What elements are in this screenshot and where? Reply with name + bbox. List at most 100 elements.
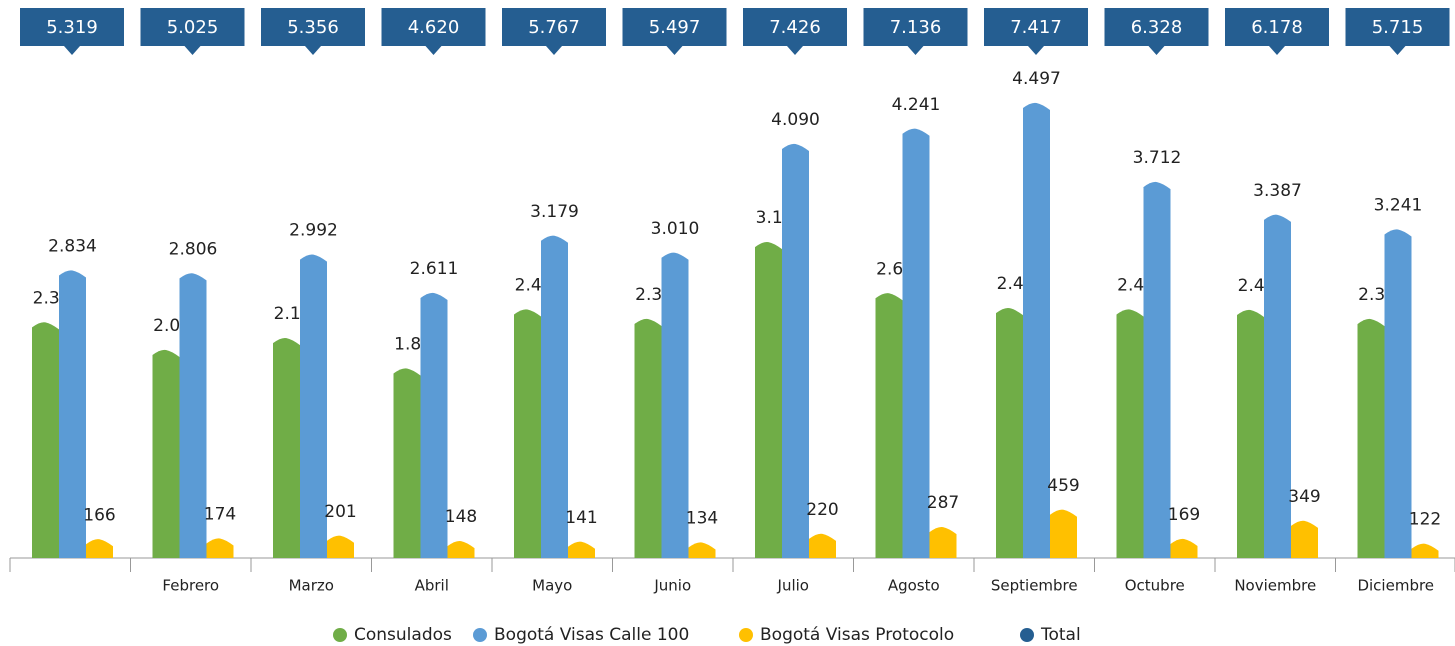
x-tick-label: Diciembre xyxy=(1357,577,1434,595)
data-label: 148 xyxy=(445,507,477,527)
bar xyxy=(661,252,689,558)
bar xyxy=(59,270,86,558)
total-callout xyxy=(140,8,245,55)
total-callout xyxy=(20,8,124,55)
data-label: 174 xyxy=(204,504,236,524)
bar xyxy=(1411,543,1439,558)
total-label: 5.025 xyxy=(167,17,219,38)
data-label: 201 xyxy=(324,502,356,522)
total-callout xyxy=(1345,8,1450,55)
legend-marker xyxy=(333,628,347,642)
x-tick-label: Noviembre xyxy=(1234,577,1316,595)
bar xyxy=(568,541,595,558)
bar xyxy=(420,292,448,558)
total-label: 5.767 xyxy=(528,17,580,38)
x-tick-label: Abril xyxy=(415,577,449,595)
total-callout xyxy=(984,8,1088,55)
bar xyxy=(152,349,180,558)
bar xyxy=(782,143,809,558)
bar xyxy=(929,526,957,558)
total-label: 5.319 xyxy=(46,17,98,38)
x-tick-label: Febrero xyxy=(162,577,219,595)
bar xyxy=(514,309,541,558)
bar xyxy=(1264,214,1291,558)
bar xyxy=(1357,318,1385,558)
total-callout xyxy=(743,8,847,55)
data-label: 459 xyxy=(1047,476,1079,496)
data-label: 4.241 xyxy=(892,95,941,115)
bar xyxy=(1050,509,1077,558)
bar xyxy=(1237,309,1264,558)
data-label: 166 xyxy=(83,505,115,525)
total-label: 7.136 xyxy=(890,17,942,38)
data-label: 3.241 xyxy=(1374,196,1423,216)
bar xyxy=(327,535,354,558)
bar xyxy=(809,533,836,558)
bar xyxy=(996,307,1023,558)
legend-marker xyxy=(739,628,753,642)
bar xyxy=(447,540,475,558)
x-tick-label: Septiembre xyxy=(991,577,1078,595)
total-label: 6.328 xyxy=(1131,17,1183,38)
data-label: 169 xyxy=(1168,505,1200,525)
total-label: 5.497 xyxy=(649,17,701,38)
bar xyxy=(688,542,716,558)
legend-label: Total xyxy=(1040,625,1081,645)
bar xyxy=(541,235,568,558)
total-callout xyxy=(502,8,606,55)
data-label: 349 xyxy=(1288,487,1320,507)
bar xyxy=(1384,229,1412,558)
total-label: 6.178 xyxy=(1251,17,1303,38)
bar xyxy=(86,539,113,558)
bar xyxy=(179,273,207,558)
bar xyxy=(755,241,782,558)
bar xyxy=(300,254,327,558)
data-label: 3.387 xyxy=(1253,181,1302,201)
data-label: 220 xyxy=(806,500,838,520)
x-tick-label: Marzo xyxy=(289,577,334,595)
total-label: 5.715 xyxy=(1372,17,1424,38)
total-callout xyxy=(1104,8,1209,55)
legend-marker xyxy=(473,628,487,642)
data-label: 141 xyxy=(565,508,597,528)
x-tick-label: Julio xyxy=(777,577,809,595)
x-tick-label: Octubre xyxy=(1125,577,1185,595)
x-tick-label: Agosto xyxy=(888,577,940,595)
bar xyxy=(1116,309,1144,558)
data-label: 3.712 xyxy=(1133,148,1182,168)
bar xyxy=(634,318,662,558)
data-label: 2.834 xyxy=(48,237,97,257)
data-label: 3.010 xyxy=(651,219,700,239)
bar xyxy=(273,337,300,558)
total-label: 4.620 xyxy=(408,17,460,38)
bar xyxy=(206,538,234,558)
bar xyxy=(875,293,903,558)
total-label: 5.356 xyxy=(287,17,339,38)
data-label: 3.179 xyxy=(530,202,579,222)
data-label: 2.611 xyxy=(410,259,459,279)
bar xyxy=(1023,102,1050,558)
total-callout xyxy=(381,8,486,55)
legend-label: Consulados xyxy=(354,625,452,645)
bar xyxy=(1170,538,1198,558)
bar xyxy=(1143,181,1171,558)
data-label: 287 xyxy=(927,493,959,513)
bar xyxy=(902,128,930,558)
data-label: 122 xyxy=(1409,510,1441,530)
data-label: 4.497 xyxy=(1012,69,1061,89)
total-callout xyxy=(622,8,727,55)
legend-marker xyxy=(1020,628,1034,642)
total-label: 7.426 xyxy=(769,17,821,38)
bar xyxy=(393,368,421,558)
data-label: 2.992 xyxy=(289,221,338,241)
bar xyxy=(32,322,59,558)
total-callout xyxy=(863,8,968,55)
total-label: 7.417 xyxy=(1010,17,1062,38)
total-callout xyxy=(261,8,365,55)
legend-label: Bogotá Visas Protocolo xyxy=(760,625,954,645)
data-label: 134 xyxy=(686,509,718,529)
x-tick-label: Junio xyxy=(653,577,691,595)
data-label: 2.806 xyxy=(169,239,218,259)
x-tick-label: Mayo xyxy=(532,577,572,595)
